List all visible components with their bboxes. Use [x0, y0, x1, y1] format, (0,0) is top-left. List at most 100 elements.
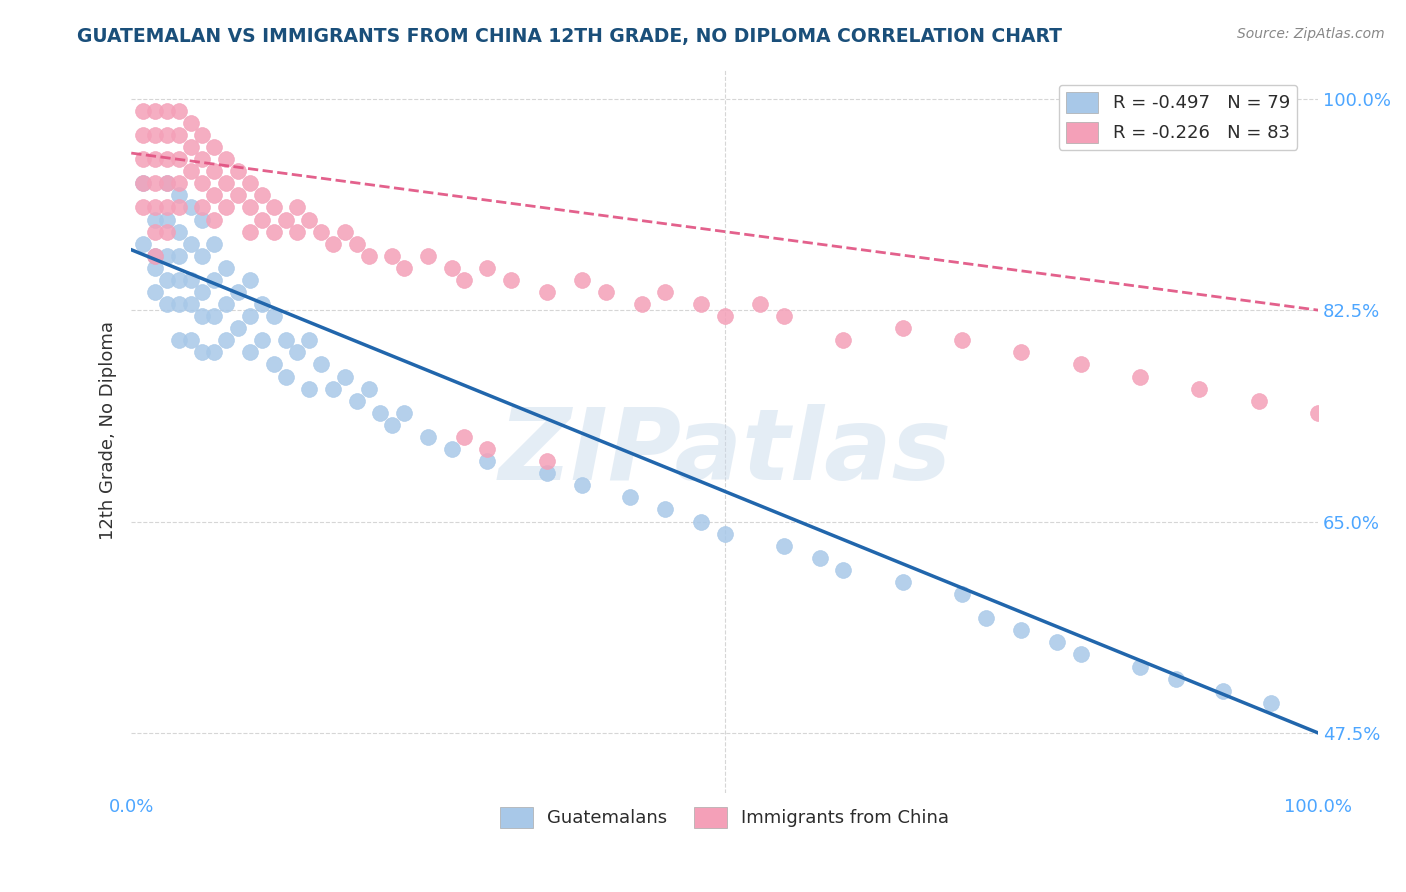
Point — [654, 502, 676, 516]
Point — [143, 128, 166, 142]
Point — [215, 260, 238, 275]
Point — [239, 273, 262, 287]
Point — [713, 309, 735, 323]
Point — [132, 152, 155, 166]
Point — [167, 249, 190, 263]
Point — [287, 201, 309, 215]
Point — [143, 212, 166, 227]
Point — [357, 249, 380, 263]
Point — [477, 260, 499, 275]
Point — [132, 176, 155, 190]
Point — [143, 103, 166, 118]
Point — [239, 225, 262, 239]
Point — [143, 225, 166, 239]
Point — [180, 334, 202, 348]
Point — [156, 297, 179, 311]
Point — [191, 212, 214, 227]
Point — [440, 260, 463, 275]
Point — [453, 273, 475, 287]
Point — [477, 442, 499, 456]
Point — [499, 273, 522, 287]
Point — [156, 249, 179, 263]
Point — [202, 236, 225, 251]
Point — [274, 369, 297, 384]
Point — [1129, 369, 1152, 384]
Point — [156, 176, 179, 190]
Point — [191, 176, 214, 190]
Point — [333, 225, 356, 239]
Point — [202, 188, 225, 202]
Point — [263, 309, 285, 323]
Point — [346, 236, 368, 251]
Point — [180, 201, 202, 215]
Point — [167, 176, 190, 190]
Point — [749, 297, 772, 311]
Point — [1260, 696, 1282, 710]
Point — [226, 164, 249, 178]
Point — [1308, 840, 1330, 855]
Point — [1070, 358, 1092, 372]
Point — [202, 309, 225, 323]
Point — [950, 587, 973, 601]
Point — [215, 297, 238, 311]
Point — [250, 188, 273, 202]
Point — [191, 201, 214, 215]
Point — [453, 430, 475, 444]
Point — [180, 297, 202, 311]
Point — [143, 249, 166, 263]
Point — [891, 574, 914, 589]
Point — [713, 526, 735, 541]
Point — [381, 249, 404, 263]
Point — [287, 225, 309, 239]
Point — [167, 103, 190, 118]
Point — [167, 273, 190, 287]
Point — [440, 442, 463, 456]
Point — [156, 176, 179, 190]
Point — [156, 212, 179, 227]
Point — [274, 334, 297, 348]
Point — [191, 152, 214, 166]
Point — [630, 297, 652, 311]
Point — [191, 285, 214, 299]
Point — [416, 430, 439, 444]
Point — [571, 273, 593, 287]
Point — [167, 128, 190, 142]
Point — [1308, 406, 1330, 420]
Point — [250, 212, 273, 227]
Point — [974, 611, 997, 625]
Point — [298, 382, 321, 396]
Point — [773, 539, 796, 553]
Y-axis label: 12th Grade, No Diploma: 12th Grade, No Diploma — [100, 321, 117, 541]
Point — [226, 188, 249, 202]
Point — [1010, 345, 1032, 359]
Point — [215, 152, 238, 166]
Point — [690, 515, 713, 529]
Point — [808, 550, 831, 565]
Point — [571, 478, 593, 492]
Point — [298, 334, 321, 348]
Point — [773, 309, 796, 323]
Point — [167, 188, 190, 202]
Point — [180, 140, 202, 154]
Point — [832, 334, 855, 348]
Text: GUATEMALAN VS IMMIGRANTS FROM CHINA 12TH GRADE, NO DIPLOMA CORRELATION CHART: GUATEMALAN VS IMMIGRANTS FROM CHINA 12TH… — [77, 27, 1063, 45]
Point — [191, 309, 214, 323]
Point — [143, 152, 166, 166]
Point — [346, 393, 368, 408]
Point — [891, 321, 914, 335]
Point — [226, 285, 249, 299]
Point — [156, 152, 179, 166]
Point — [132, 201, 155, 215]
Point — [263, 201, 285, 215]
Point — [156, 273, 179, 287]
Point — [132, 103, 155, 118]
Point — [287, 345, 309, 359]
Point — [143, 285, 166, 299]
Point — [263, 358, 285, 372]
Legend: Guatemalans, Immigrants from China: Guatemalans, Immigrants from China — [494, 800, 956, 835]
Point — [370, 406, 392, 420]
Point — [202, 345, 225, 359]
Point — [156, 225, 179, 239]
Point — [180, 164, 202, 178]
Point — [1188, 382, 1211, 396]
